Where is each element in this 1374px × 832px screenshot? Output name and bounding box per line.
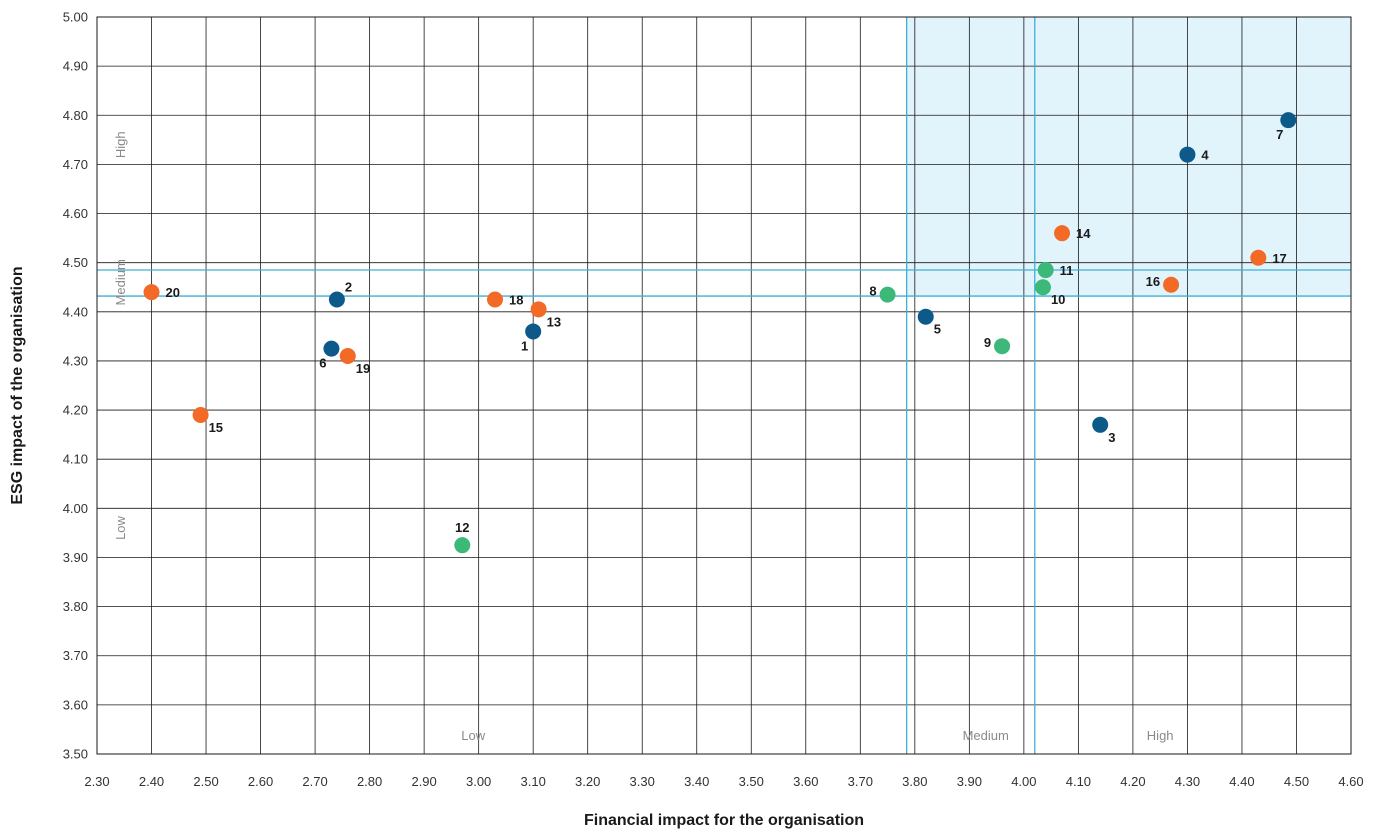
data-point-label: 6 <box>319 356 326 371</box>
x-tick-label: 3.70 <box>848 774 873 789</box>
plot-frame <box>96 16 1352 755</box>
x-tick-label: 2.40 <box>139 774 164 789</box>
x-tick-label: 3.60 <box>793 774 818 789</box>
data-point-label: 3 <box>1108 430 1115 445</box>
data-point <box>487 291 504 308</box>
x-tick-label: 4.50 <box>1284 774 1309 789</box>
data-point <box>1163 276 1180 293</box>
data-point <box>1054 225 1071 242</box>
x-tick-label: 2.50 <box>193 774 218 789</box>
data-point-label: 1 <box>521 338 528 353</box>
x-tick-label: 4.20 <box>1120 774 1145 789</box>
x-tick-label: 3.10 <box>521 774 546 789</box>
x-axis-title: Financial impact for the organisation <box>584 812 864 829</box>
data-point <box>525 323 542 340</box>
x-tick-label: 3.80 <box>902 774 927 789</box>
y-tick-label: 4.80 <box>63 108 88 123</box>
data-point-label: 7 <box>1276 127 1283 142</box>
data-point <box>994 338 1011 355</box>
data-point-label: 2 <box>345 280 352 295</box>
data-point-label: 10 <box>1051 292 1065 307</box>
data-point <box>1280 112 1297 129</box>
x-zone-label: High <box>1147 728 1174 743</box>
x-axis-ticks: 2.30 2.40 2.50 2.60 2.70 2.80 2.90 3.00 3.10 3.20… <box>84 774 1363 789</box>
y-tick-label: 4.00 <box>63 501 88 516</box>
data-point-label: 17 <box>1272 251 1286 266</box>
x-tick-label: 3.90 <box>957 774 982 789</box>
zone-labels: Low Medium High High Medium Low <box>113 131 1174 743</box>
y-tick-label: 3.60 <box>63 697 88 712</box>
y-tick-label: 4.70 <box>63 157 88 172</box>
grid <box>96 16 1352 755</box>
data-point <box>143 284 160 301</box>
data-point <box>1034 279 1051 296</box>
x-tick-label: 4.40 <box>1229 774 1254 789</box>
y-tick-label: 4.20 <box>63 403 88 418</box>
data-point <box>323 340 340 357</box>
data-point <box>1250 249 1267 266</box>
x-tick-label: 3.30 <box>630 774 655 789</box>
threshold-lines <box>97 17 1351 754</box>
data-point-label: 11 <box>1060 263 1074 278</box>
data-point-label: 13 <box>547 314 561 329</box>
data-point <box>1092 416 1109 433</box>
y-tick-label: 4.60 <box>63 206 88 221</box>
data-point-label: 5 <box>934 322 941 337</box>
data-point <box>1179 146 1196 163</box>
x-tick-label: 4.00 <box>1011 774 1036 789</box>
data-point-label: 12 <box>455 520 469 535</box>
x-tick-label: 4.60 <box>1338 774 1363 789</box>
y-axis-title: ESG impact of the organisation <box>9 266 26 504</box>
data-point <box>917 308 934 325</box>
x-tick-label: 4.30 <box>1175 774 1200 789</box>
data-point <box>328 291 345 308</box>
x-tick-label: 3.00 <box>466 774 491 789</box>
data-point-label: 18 <box>509 293 523 308</box>
y-tick-label: 4.30 <box>63 353 88 368</box>
x-zone-label: Medium <box>963 728 1009 743</box>
y-tick-label: 3.50 <box>63 747 88 762</box>
data-point <box>192 406 209 423</box>
x-tick-label: 3.20 <box>575 774 600 789</box>
data-point-label: 19 <box>356 361 370 376</box>
y-tick-label: 5.00 <box>63 10 88 25</box>
x-tick-label: 2.60 <box>248 774 273 789</box>
data-point-label: 4 <box>1201 148 1209 163</box>
x-zone-label: Low <box>461 728 485 743</box>
y-tick-label: 4.40 <box>63 304 88 319</box>
data-point-label: 14 <box>1076 226 1091 241</box>
x-tick-label: 2.90 <box>411 774 436 789</box>
x-tick-label: 4.10 <box>1066 774 1091 789</box>
x-tick-label: 2.30 <box>84 774 109 789</box>
y-tick-label: 3.80 <box>63 599 88 614</box>
data-point-label: 20 <box>166 285 180 300</box>
data-point <box>339 348 356 365</box>
data-point-label: 9 <box>984 335 991 350</box>
x-tick-label: 3.50 <box>739 774 764 789</box>
y-tick-label: 4.50 <box>63 255 88 270</box>
data-point <box>879 286 896 303</box>
data-point <box>454 537 471 554</box>
data-point-label: 16 <box>1146 274 1160 289</box>
highlight-region <box>906 17 1351 297</box>
x-tick-label: 2.80 <box>357 774 382 789</box>
y-axis-ticks: 5.00 4.90 4.80 4.70 4.60 4.50 4.40 4.30 4.20 4.10… <box>63 10 88 762</box>
y-tick-label: 4.90 <box>63 59 88 74</box>
data-point <box>1037 262 1054 279</box>
y-zone-label: High <box>113 131 128 158</box>
y-zone-label: Medium <box>113 259 128 305</box>
y-zone-label: Low <box>113 515 128 539</box>
y-tick-label: 4.10 <box>63 452 88 467</box>
x-tick-label: 2.70 <box>302 774 327 789</box>
highlight-rect <box>906 17 1351 297</box>
y-tick-label: 3.70 <box>63 648 88 663</box>
x-tick-label: 3.40 <box>684 774 709 789</box>
data-point-label: 15 <box>209 420 223 435</box>
data-point-label: 8 <box>869 284 876 299</box>
y-tick-label: 3.90 <box>63 550 88 565</box>
data-point <box>530 301 547 318</box>
